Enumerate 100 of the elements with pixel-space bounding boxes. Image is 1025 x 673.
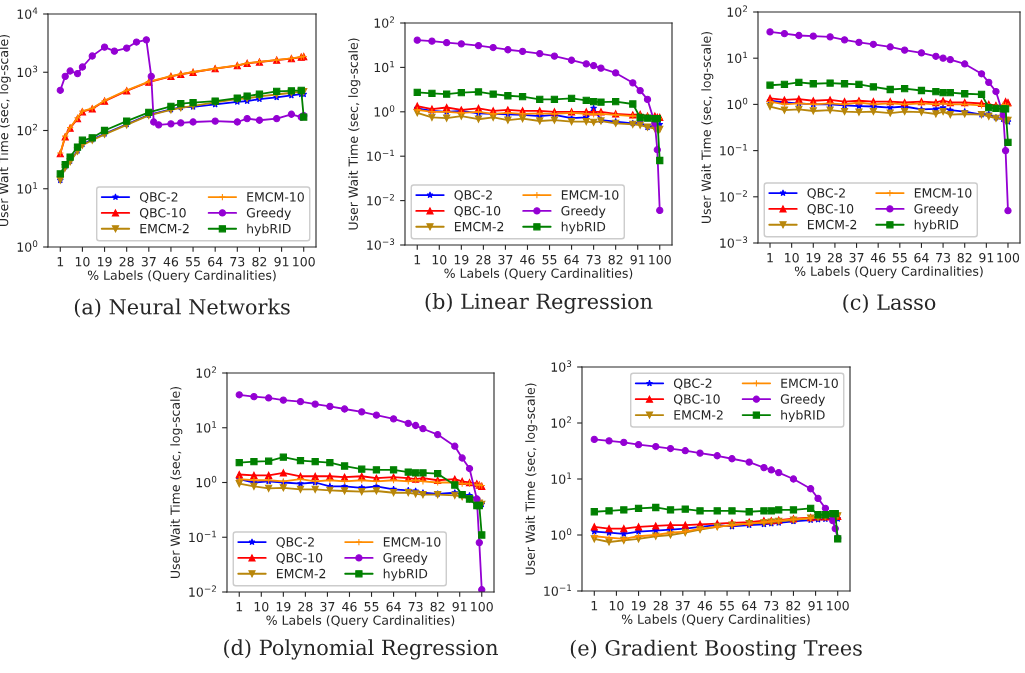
- legend-label: EMCM-2: [276, 568, 326, 579]
- legend-label: hybRID: [914, 219, 959, 232]
- x-tick-label: 37: [849, 252, 864, 263]
- y-tick-label: 10$^{0}$: [374, 105, 395, 117]
- x-tick-label: 55: [186, 257, 200, 267]
- x-tick-label: 46: [870, 252, 886, 263]
- x-tick-label: 28: [119, 256, 134, 267]
- x-tick-label: 46: [697, 600, 713, 611]
- y-axis-title: User Wait Time (sec, log-scale): [170, 387, 183, 578]
- y-tick-label: 10$^{−1}$: [189, 530, 217, 543]
- x-tick-label: 37: [498, 254, 513, 265]
- y-tick-label: 10$^{−2}$: [367, 193, 394, 206]
- y-tick-label: 10$^{3}$: [551, 360, 572, 372]
- legend-label: EMCM-10: [561, 190, 619, 200]
- x-tick-label: 10: [75, 256, 90, 267]
- x-tick-label: 100: [649, 254, 671, 265]
- x-tick-label: 46: [342, 601, 357, 612]
- x-axis-title: % Labels (Query Cardinalities): [621, 614, 810, 627]
- legend-label: QBC-10: [139, 208, 186, 219]
- x-tick-label: 28: [298, 601, 313, 612]
- text: (d) Polynomial Regression: [224, 639, 498, 660]
- x-tick-label: 73: [230, 256, 245, 267]
- x-tick-label: 1: [414, 255, 421, 265]
- y-tick-label: 10$^{2}$: [196, 366, 216, 378]
- legend-label: hybRID: [561, 221, 606, 234]
- legend-label: QBC-2: [673, 378, 712, 390]
- y-axis-title: User Wait Time (sec, log-scale): [348, 38, 361, 230]
- legend-label: QBC-10: [454, 206, 501, 217]
- text: (a) Neural Networks: [74, 298, 290, 318]
- x-tick-label: 82: [430, 601, 445, 612]
- x-tick-label: 46: [163, 256, 179, 267]
- x-tick-label: 91: [630, 254, 645, 265]
- y-tick-label: 10$^{−1}$: [720, 144, 748, 156]
- legend-label: QBC-2: [276, 537, 314, 549]
- y-tick-label: 10$^{1}$: [551, 472, 572, 484]
- x-axis-title: % Labels (Query Cardinalities): [444, 268, 633, 281]
- legend-label: hybRID: [383, 568, 428, 581]
- x-tick-label: 1: [236, 602, 243, 612]
- y-tick-label: 10$^{1}$: [374, 60, 395, 73]
- legend-label: EMCM-10: [247, 192, 304, 202]
- x-tick-label: 100: [293, 256, 315, 267]
- x-tick-label: 100: [827, 600, 849, 611]
- y-axis-title: User Wait Time (sec, log-scale): [525, 383, 538, 575]
- y-tick-label: 10$^{2}$: [727, 5, 747, 17]
- x-tick-label: 73: [408, 601, 423, 612]
- x-tick-label: 91: [979, 252, 994, 263]
- legend-label: Greedy: [780, 394, 826, 407]
- text: (c) Lasso: [843, 293, 936, 313]
- x-tick-label: 37: [675, 600, 690, 611]
- x-tick-label: 28: [476, 254, 491, 265]
- x-tick-label: 91: [274, 256, 289, 267]
- legend-label: QBC-10: [807, 204, 854, 215]
- x-tick-label: 10: [432, 254, 447, 265]
- x-tick-label: 55: [364, 602, 379, 612]
- legend-label: Greedy: [914, 203, 959, 216]
- x-tick-label: 28: [653, 600, 668, 611]
- y-tick-label: 10$^{0}$: [551, 528, 572, 540]
- x-tick-label: 19: [806, 252, 821, 263]
- legend-label: EMCM-2: [674, 410, 723, 420]
- y-axis-title: User Wait Time (sec, log-scale): [701, 32, 714, 223]
- y-tick-label: 10$^{0}$: [196, 475, 217, 488]
- x-axis-title: % Labels (Query Cardinalities): [266, 615, 455, 628]
- x-tick-label: 1: [591, 601, 598, 611]
- x-tick-label: 82: [786, 600, 801, 611]
- x-tick-label: 19: [97, 256, 112, 267]
- legend-label: Greedy: [383, 552, 428, 565]
- x-tick-label: 10: [785, 252, 799, 263]
- x-tick-label: 55: [720, 601, 734, 611]
- x-tick-label: 64: [386, 601, 401, 612]
- legend-label: QBC-2: [139, 192, 178, 204]
- x-tick-label: 100: [471, 601, 493, 612]
- legend-label: Greedy: [561, 205, 606, 218]
- x-tick-label: 82: [252, 256, 267, 267]
- legend-label: hybRID: [247, 223, 291, 236]
- x-tick-label: 10: [609, 600, 624, 611]
- text: (e) Gradient Boosting Trees: [570, 639, 862, 661]
- x-tick-label: 10: [254, 601, 269, 612]
- y-tick-label: 10$^{−1}$: [544, 584, 572, 596]
- y-tick-label: 10$^{3}$: [17, 65, 38, 78]
- text: (b) Linear Regression: [425, 293, 653, 314]
- legend-label: QBC-10: [673, 394, 720, 406]
- x-tick-label: 82: [957, 252, 972, 263]
- x-tick-label: 19: [454, 254, 469, 265]
- y-tick-label: 10$^{0}$: [17, 240, 38, 252]
- y-tick-label: 10$^{1}$: [196, 421, 217, 433]
- x-tick-label: 19: [276, 601, 291, 612]
- y-tick-label: 10$^{2}$: [374, 16, 394, 28]
- x-tick-label: 73: [936, 252, 951, 263]
- x-tick-label: 55: [892, 253, 907, 263]
- x-tick-label: 37: [141, 256, 156, 267]
- x-axis-title: % Labels (Query Cardinalities): [794, 266, 983, 279]
- legend-label: hybRID: [781, 409, 825, 423]
- y-tick-label: 10$^{0}$: [727, 97, 748, 110]
- y-tick-label: 10$^{−3}$: [720, 236, 748, 248]
- y-tick-label: 10$^{1}$: [727, 51, 748, 64]
- x-tick-label: 82: [608, 254, 623, 265]
- legend-label: QBC-10: [276, 553, 323, 564]
- legend-label: Greedy: [246, 207, 292, 220]
- legend-label: EMCM-2: [807, 219, 857, 230]
- y-tick-label: 10$^{2}$: [17, 123, 37, 136]
